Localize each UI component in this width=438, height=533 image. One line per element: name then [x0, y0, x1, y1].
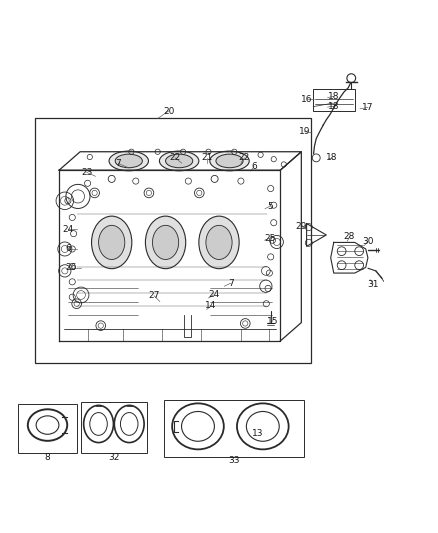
- Ellipse shape: [115, 154, 142, 168]
- Text: 31: 31: [367, 279, 379, 288]
- Text: 25: 25: [265, 233, 276, 243]
- Text: 6: 6: [65, 245, 71, 254]
- Text: 18: 18: [326, 154, 338, 163]
- Text: 17: 17: [362, 103, 374, 112]
- Bar: [164, 400, 304, 457]
- Ellipse shape: [99, 225, 125, 260]
- Ellipse shape: [206, 225, 232, 260]
- Ellipse shape: [159, 151, 199, 171]
- Text: 22: 22: [170, 154, 181, 163]
- Bar: [313, 89, 355, 111]
- Text: 32: 32: [108, 453, 120, 462]
- Text: 5: 5: [267, 201, 273, 211]
- Ellipse shape: [199, 216, 239, 269]
- Text: 30: 30: [362, 237, 374, 246]
- Text: 6: 6: [251, 162, 257, 171]
- Text: 27: 27: [148, 292, 160, 301]
- Ellipse shape: [109, 151, 148, 171]
- Text: 7: 7: [228, 279, 234, 288]
- Text: 20: 20: [163, 107, 174, 116]
- Text: 14: 14: [205, 302, 217, 310]
- Bar: [18, 405, 77, 453]
- Ellipse shape: [210, 151, 249, 171]
- Bar: [81, 402, 147, 453]
- Text: 13: 13: [252, 429, 263, 438]
- Text: 7: 7: [115, 159, 121, 168]
- Text: 24: 24: [208, 290, 219, 300]
- Text: 26: 26: [65, 263, 77, 272]
- Ellipse shape: [166, 154, 193, 168]
- Text: 8: 8: [44, 453, 50, 462]
- Ellipse shape: [216, 154, 243, 168]
- Text: 15: 15: [267, 317, 278, 326]
- Ellipse shape: [145, 216, 186, 269]
- Text: 21: 21: [201, 154, 212, 163]
- Text: 19: 19: [299, 127, 310, 136]
- Text: 18: 18: [328, 102, 339, 111]
- Text: 29: 29: [296, 222, 307, 231]
- Bar: [35, 118, 311, 363]
- Text: 18: 18: [328, 92, 339, 101]
- Text: 28: 28: [344, 232, 355, 241]
- Text: 23: 23: [81, 168, 92, 177]
- Ellipse shape: [152, 225, 179, 260]
- Text: 22: 22: [239, 154, 250, 163]
- Text: 16: 16: [301, 95, 312, 104]
- Text: 33: 33: [229, 456, 240, 465]
- Ellipse shape: [92, 216, 132, 269]
- Text: 24: 24: [62, 225, 74, 234]
